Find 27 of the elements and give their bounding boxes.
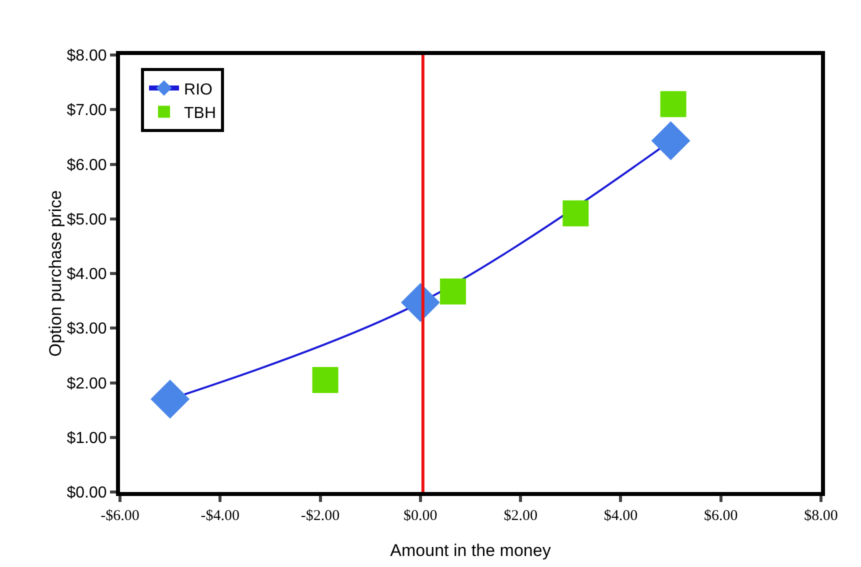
y-axis-title: Option purchase price (46, 190, 65, 357)
x-tick-label: $0.00 (404, 508, 438, 524)
x-tick-label: $8.00 (804, 508, 838, 524)
x-axis-title: Amount in the money (390, 541, 552, 560)
point (660, 91, 686, 118)
point (312, 367, 338, 394)
y-tick-label: $4.00 (66, 266, 107, 284)
point (150, 380, 190, 419)
x-tick-label: -$2.00 (300, 508, 340, 524)
x-tick-label: -$6.00 (100, 508, 140, 524)
y-tick-label: $5.00 (66, 211, 107, 228)
y-tick-label: $3.00 (66, 320, 107, 338)
point (651, 121, 690, 160)
legend-label: RIO (184, 81, 212, 98)
x-tick-label: $2.00 (504, 508, 538, 524)
x-tick-label: -$4.00 (200, 508, 240, 524)
y-tick-label: $8.00 (66, 48, 107, 65)
legend-label: TBH (184, 105, 216, 122)
x-tick-label: $4.00 (604, 508, 638, 524)
point (562, 200, 589, 226)
x-tick-label: $6.00 (704, 508, 738, 524)
y-tick-label: $2.00 (66, 375, 107, 392)
y-tick-label: $7.00 (66, 102, 107, 120)
y-tick-label: $6.00 (66, 156, 107, 174)
y-tick-label: $0.00 (66, 484, 107, 502)
y-tick-label: $1.00 (66, 430, 107, 447)
point (440, 278, 466, 305)
